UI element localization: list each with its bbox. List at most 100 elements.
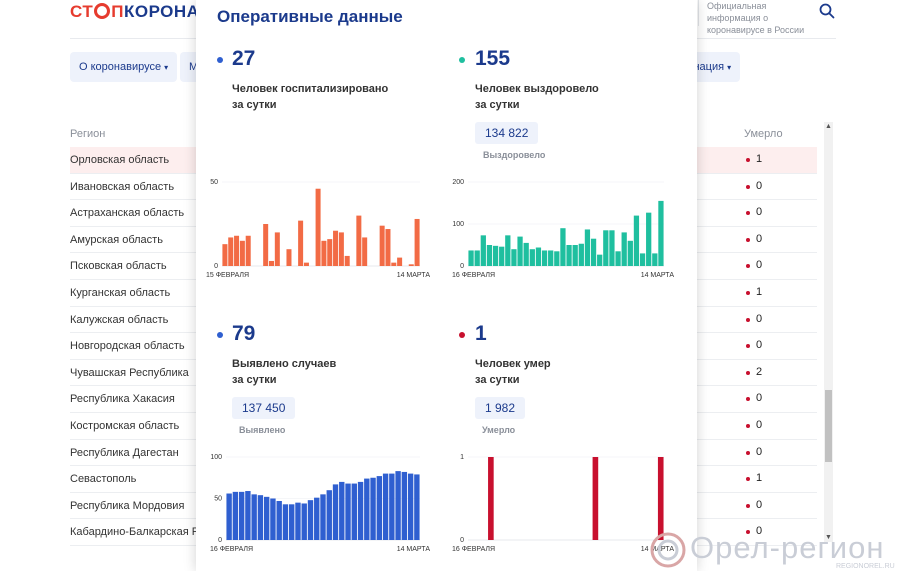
chart-bar[interactable]	[609, 230, 615, 266]
chart-bar[interactable]	[474, 250, 480, 266]
nav-about-coronavirus[interactable]: О коронавирусе ▾	[70, 52, 178, 82]
scrollbar-thumb[interactable]	[825, 390, 832, 462]
chart-bar[interactable]	[226, 493, 232, 540]
chart-bar[interactable]	[238, 491, 245, 540]
chart-bar[interactable]	[633, 215, 640, 266]
chart-bar[interactable]	[295, 502, 301, 540]
chart-bar[interactable]	[505, 235, 511, 266]
chart-bar[interactable]	[263, 496, 270, 540]
chart-bar[interactable]	[397, 257, 403, 266]
chart-bar[interactable]	[303, 262, 309, 266]
chart-bar[interactable]	[276, 500, 282, 540]
chart-bar[interactable]	[370, 477, 376, 540]
chart-bar[interactable]	[389, 473, 395, 540]
chart-bar[interactable]	[468, 250, 474, 266]
chart-bar[interactable]	[321, 240, 327, 266]
chart-bar[interactable]	[592, 457, 599, 540]
chart-bar[interactable]	[584, 229, 591, 266]
chart-bar[interactable]	[657, 457, 664, 540]
chart-bar[interactable]	[379, 225, 385, 266]
chart-bar[interactable]	[228, 237, 234, 266]
chart-bar[interactable]	[286, 249, 292, 266]
chart-bar[interactable]	[408, 264, 414, 266]
chart-bar[interactable]	[257, 495, 264, 540]
chart-bar[interactable]	[301, 503, 307, 540]
chart-bar[interactable]	[232, 491, 239, 540]
chart-bar[interactable]	[270, 498, 276, 541]
chart-bar[interactable]	[245, 491, 251, 540]
chart-bar[interactable]	[523, 242, 529, 266]
chart-bar[interactable]	[548, 250, 554, 266]
chart-bar[interactable]	[414, 218, 420, 266]
chart-bar[interactable]	[362, 237, 368, 266]
chart-bar[interactable]	[603, 230, 609, 266]
chart-bar[interactable]	[245, 235, 251, 266]
region-column-header[interactable]: Регион	[70, 128, 106, 140]
chart-bar[interactable]	[652, 253, 658, 266]
chart-bar[interactable]	[320, 494, 326, 540]
chart-bar[interactable]	[407, 473, 414, 540]
chart-bar[interactable]	[356, 215, 362, 266]
chart-bar[interactable]	[327, 239, 333, 266]
chart-bar[interactable]	[578, 243, 584, 266]
chart-bar[interactable]	[344, 255, 350, 266]
deaths-column-header[interactable]: Умерло	[744, 128, 783, 140]
chart-bar[interactable]	[529, 249, 535, 266]
chart-bar[interactable]	[535, 247, 542, 266]
chart-bar[interactable]	[338, 232, 344, 266]
chart-bar[interactable]	[351, 483, 357, 540]
scroll-down-icon[interactable]: ▼	[825, 534, 832, 541]
chart-bar[interactable]	[298, 220, 304, 266]
chart-bar[interactable]	[480, 235, 486, 266]
chart-bar[interactable]	[627, 240, 633, 266]
chart-bar[interactable]	[621, 232, 627, 266]
chart-bar[interactable]	[395, 471, 401, 540]
chart-bar[interactable]	[376, 476, 383, 540]
chart-bar[interactable]	[511, 249, 517, 266]
scroll-up-icon[interactable]: ▲	[825, 123, 832, 130]
chart-bar[interactable]	[391, 262, 397, 266]
chart-bar[interactable]	[488, 457, 494, 540]
chart-bar[interactable]	[268, 260, 275, 266]
chart-bar[interactable]	[314, 497, 320, 540]
chart-bar[interactable]	[414, 474, 420, 540]
search-icon[interactable]	[819, 3, 835, 19]
chart-bar[interactable]	[251, 494, 257, 540]
chart-bar[interactable]	[234, 235, 240, 266]
chart-bar[interactable]	[486, 245, 493, 266]
chart-bar[interactable]	[333, 230, 339, 266]
chart-bar[interactable]	[566, 245, 572, 266]
chart-bar[interactable]	[345, 483, 351, 540]
chart-bar[interactable]	[658, 200, 664, 266]
chart-bar[interactable]	[517, 236, 523, 266]
chart-bar[interactable]	[615, 251, 621, 266]
chart-bar[interactable]	[646, 212, 652, 266]
chart-bar[interactable]	[597, 254, 603, 266]
chart-bar[interactable]	[499, 246, 505, 266]
chart-bar[interactable]	[590, 238, 597, 266]
virus-logo-icon	[94, 3, 111, 19]
chart-bar[interactable]	[364, 478, 370, 540]
chart-bar[interactable]	[401, 471, 408, 540]
chart-bar[interactable]	[554, 251, 560, 266]
scrollbar-track[interactable]	[824, 122, 833, 542]
chart-bar[interactable]	[385, 229, 391, 266]
chart-bar[interactable]	[339, 481, 345, 540]
chart-bar[interactable]	[315, 188, 321, 266]
chart-bar[interactable]	[222, 244, 228, 266]
chart-bar[interactable]	[326, 490, 332, 540]
chart-bar[interactable]	[263, 224, 269, 266]
chart-bar[interactable]	[639, 253, 646, 266]
chart-bar[interactable]	[282, 504, 289, 540]
chart-bar[interactable]	[560, 228, 566, 266]
chart-bar[interactable]	[541, 250, 548, 266]
chart-bar[interactable]	[572, 245, 578, 266]
chart-bar[interactable]	[492, 245, 499, 266]
chart-bar[interactable]	[332, 484, 339, 540]
chart-bar[interactable]	[382, 473, 389, 540]
chart-bar[interactable]	[357, 481, 364, 540]
chart-bar[interactable]	[239, 240, 245, 266]
chart-bar[interactable]	[289, 504, 295, 540]
chart-bar[interactable]	[307, 500, 314, 540]
chart-bar[interactable]	[274, 232, 280, 266]
